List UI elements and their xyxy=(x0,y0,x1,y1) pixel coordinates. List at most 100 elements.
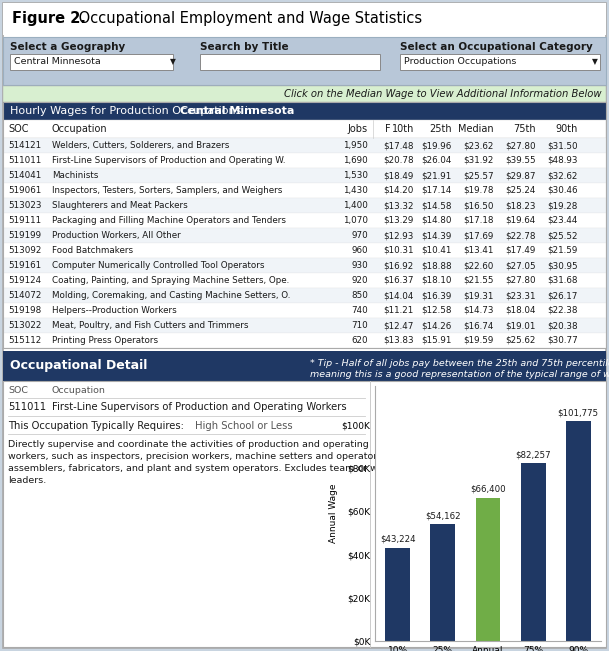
Text: F̄: F̄ xyxy=(385,124,390,134)
Text: 850: 850 xyxy=(351,291,368,300)
Text: $19.01: $19.01 xyxy=(505,321,536,330)
Text: $16.39: $16.39 xyxy=(421,291,452,300)
Bar xyxy=(3,258,606,273)
Text: $23.31: $23.31 xyxy=(505,291,536,300)
Text: 519198: 519198 xyxy=(8,306,41,315)
Text: Occupation: Occupation xyxy=(52,386,106,395)
Text: $19.96: $19.96 xyxy=(422,141,452,150)
Text: $26.17: $26.17 xyxy=(547,291,578,300)
Text: $30.77: $30.77 xyxy=(547,336,578,345)
Text: $17.49: $17.49 xyxy=(505,246,536,255)
Text: $16.50: $16.50 xyxy=(463,201,494,210)
Bar xyxy=(3,138,606,153)
Text: 740: 740 xyxy=(351,306,368,315)
Text: assemblers, fabricators, and plant and system operators. Excludes team or work: assemblers, fabricators, and plant and s… xyxy=(8,464,393,473)
Text: Median: Median xyxy=(459,124,494,134)
Text: 519161: 519161 xyxy=(8,261,41,270)
Bar xyxy=(200,54,380,70)
Text: $54,162: $54,162 xyxy=(425,511,460,520)
Text: $18.23: $18.23 xyxy=(505,201,536,210)
Text: Occupation: Occupation xyxy=(52,124,108,134)
Text: $27.80: $27.80 xyxy=(505,276,536,285)
Text: $14.58: $14.58 xyxy=(421,201,452,210)
Text: $14.80: $14.80 xyxy=(421,216,452,225)
Text: Meat, Poultry, and Fish Cutters and Trimmers: Meat, Poultry, and Fish Cutters and Trim… xyxy=(52,321,248,330)
Text: $14.04: $14.04 xyxy=(384,291,414,300)
Text: Hourly Wages for Production Occupations in: Hourly Wages for Production Occupations … xyxy=(10,106,259,116)
Text: 960: 960 xyxy=(351,246,368,255)
Text: $15.91: $15.91 xyxy=(421,336,452,345)
Text: $22.60: $22.60 xyxy=(463,261,494,270)
Text: $13.83: $13.83 xyxy=(384,336,414,345)
Bar xyxy=(3,213,606,228)
Text: Click on the Median Wage to View Additional Information Below: Click on the Median Wage to View Additio… xyxy=(284,89,601,99)
Bar xyxy=(476,497,501,641)
Text: $13.29: $13.29 xyxy=(384,216,414,225)
Text: 1,430: 1,430 xyxy=(343,186,368,195)
Text: $12.47: $12.47 xyxy=(384,321,414,330)
Text: $25.52: $25.52 xyxy=(547,231,578,240)
Text: $18.04: $18.04 xyxy=(505,306,536,315)
Text: Directly supervise and coordinate the activities of production and operating: Directly supervise and coordinate the ac… xyxy=(8,440,369,449)
Text: Printing Press Operators: Printing Press Operators xyxy=(52,336,158,345)
Bar xyxy=(3,120,606,138)
Text: Jobs: Jobs xyxy=(348,124,368,134)
Text: Computer Numerically Controlled Tool Operators: Computer Numerically Controlled Tool Ope… xyxy=(52,261,264,270)
Text: $16.37: $16.37 xyxy=(384,276,414,285)
Text: 1,690: 1,690 xyxy=(343,156,368,165)
Text: $27.05: $27.05 xyxy=(505,261,536,270)
Text: Occupational Detail: Occupational Detail xyxy=(10,359,147,372)
Text: 10th: 10th xyxy=(392,124,414,134)
Text: $31.50: $31.50 xyxy=(547,141,578,150)
Text: 620: 620 xyxy=(351,336,368,345)
Text: First-Line Supervisors of Production and Operating W.: First-Line Supervisors of Production and… xyxy=(52,156,286,165)
Bar xyxy=(3,3,606,35)
Text: 930: 930 xyxy=(351,261,368,270)
Text: $21.55: $21.55 xyxy=(463,276,494,285)
Bar xyxy=(3,168,606,183)
Text: 75th: 75th xyxy=(513,124,536,134)
Text: $101,775: $101,775 xyxy=(558,408,599,417)
Bar xyxy=(3,228,606,243)
Text: $17.69: $17.69 xyxy=(463,231,494,240)
Text: 513023: 513023 xyxy=(8,201,41,210)
Text: This Occupation Typically Requires:: This Occupation Typically Requires: xyxy=(8,421,184,431)
Text: $23.62: $23.62 xyxy=(463,141,494,150)
Text: 513092: 513092 xyxy=(8,246,41,255)
Text: 513022: 513022 xyxy=(8,321,41,330)
Text: 514041: 514041 xyxy=(8,171,41,180)
Text: Inspectors, Testers, Sorters, Samplers, and Weighers: Inspectors, Testers, Sorters, Samplers, … xyxy=(52,186,283,195)
Text: Molding, Coremaking, and Casting Machine Setters, O.: Molding, Coremaking, and Casting Machine… xyxy=(52,291,290,300)
Text: 1,530: 1,530 xyxy=(343,171,368,180)
Text: SOC: SOC xyxy=(8,124,29,134)
Text: Welders, Cutters, Solderers, and Brazers: Welders, Cutters, Solderers, and Brazers xyxy=(52,141,230,150)
Text: 519061: 519061 xyxy=(8,186,41,195)
Text: $19.28: $19.28 xyxy=(547,201,578,210)
Bar xyxy=(566,421,591,641)
Text: 519111: 519111 xyxy=(8,216,41,225)
Bar xyxy=(3,86,606,102)
Bar xyxy=(431,524,456,641)
Text: $19.59: $19.59 xyxy=(463,336,494,345)
Text: $20.38: $20.38 xyxy=(547,321,578,330)
Bar xyxy=(3,318,606,333)
Bar xyxy=(3,102,606,120)
Bar xyxy=(521,464,546,641)
Text: $82,257: $82,257 xyxy=(515,450,551,460)
Text: $21.59: $21.59 xyxy=(547,246,578,255)
Text: $16.92: $16.92 xyxy=(384,261,414,270)
Bar xyxy=(400,54,600,70)
Text: Helpers--Production Workers: Helpers--Production Workers xyxy=(52,306,177,315)
Text: 515112: 515112 xyxy=(8,336,41,345)
Text: 25th: 25th xyxy=(429,124,452,134)
Text: $29.87: $29.87 xyxy=(505,171,536,180)
Text: $13.41: $13.41 xyxy=(463,246,494,255)
Text: Production Workers, All Other: Production Workers, All Other xyxy=(52,231,181,240)
Text: 970: 970 xyxy=(351,231,368,240)
Bar xyxy=(3,153,606,168)
Text: $14.39: $14.39 xyxy=(421,231,452,240)
Text: $14.20: $14.20 xyxy=(384,186,414,195)
Text: $30.46: $30.46 xyxy=(547,186,578,195)
Bar xyxy=(3,351,606,381)
Text: ▼: ▼ xyxy=(592,57,598,66)
